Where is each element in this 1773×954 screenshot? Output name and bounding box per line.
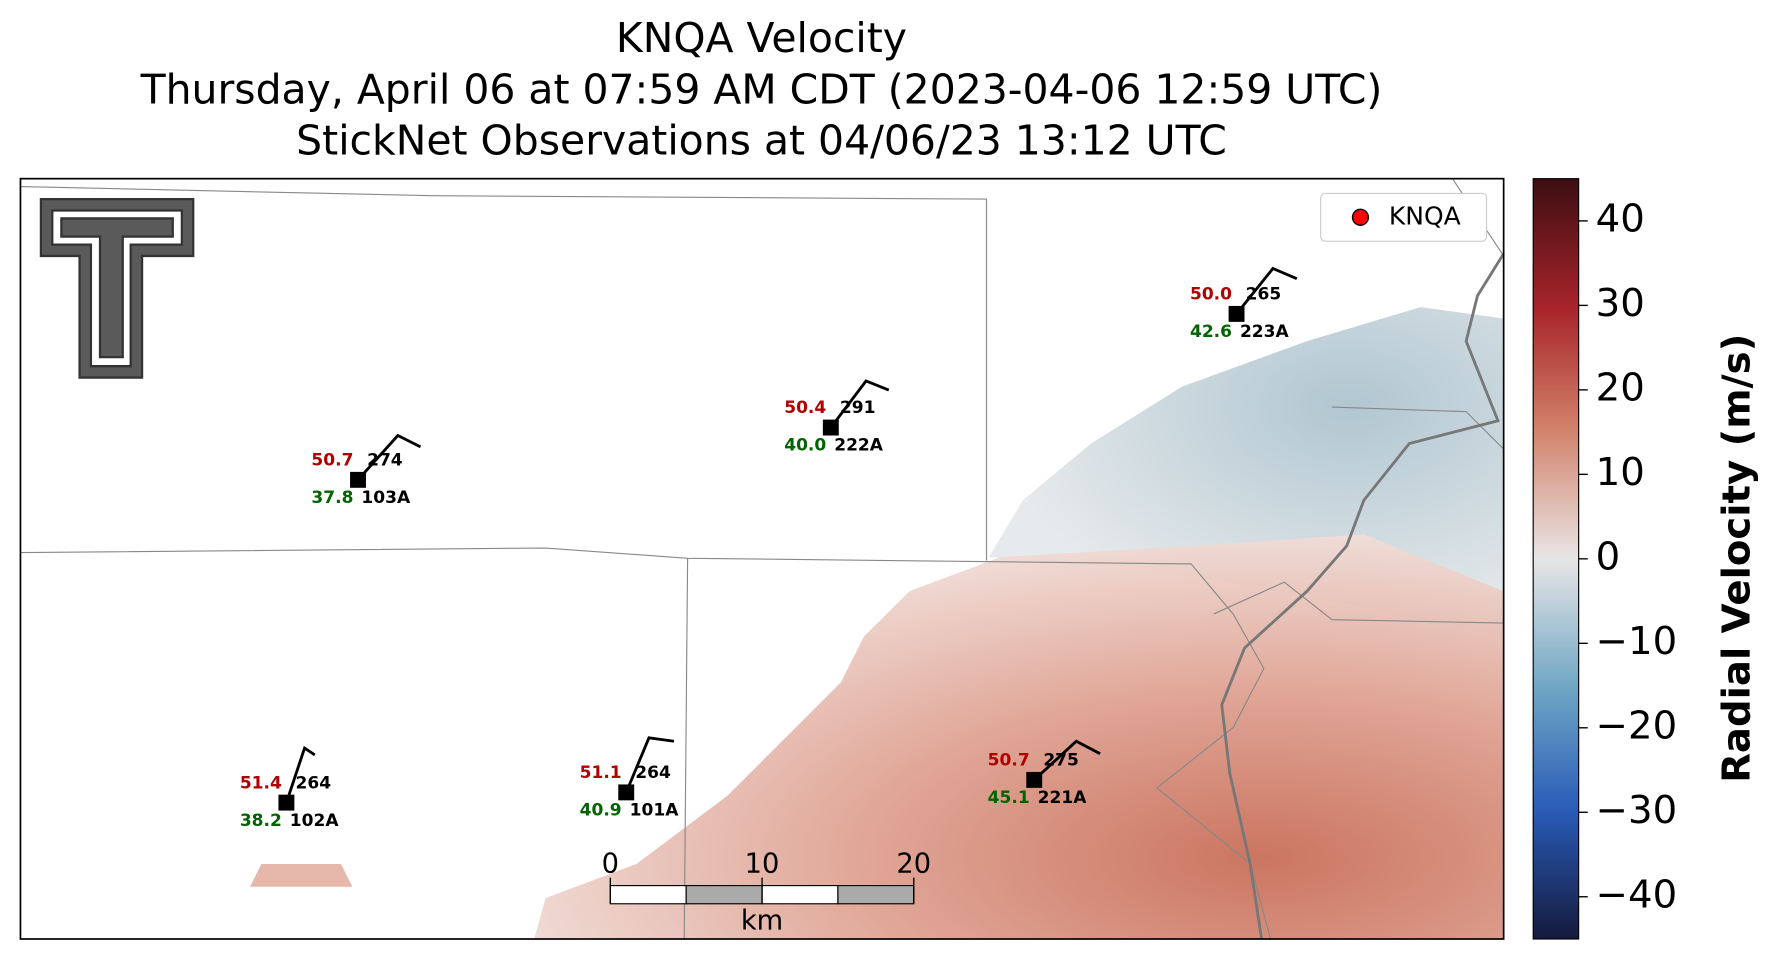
temperature: 50.4 — [784, 398, 826, 418]
scale-tick-label: 10 — [745, 849, 780, 880]
colorbar-tick-label: −30 — [1596, 788, 1678, 833]
colorbar-tick-label: −20 — [1596, 703, 1678, 748]
station-id: 102A — [290, 811, 340, 831]
station-marker — [278, 794, 295, 811]
scale-unit: km — [741, 905, 783, 936]
wind-direction: 265 — [1246, 285, 1282, 305]
colorbar-label: Radial Velocity (m/s) — [1714, 334, 1759, 783]
legend-marker — [1351, 208, 1370, 226]
station-marker — [1228, 305, 1245, 322]
wind-direction: 291 — [840, 398, 876, 418]
texas-tech-logo — [39, 197, 195, 379]
wind-barb — [285, 745, 316, 804]
dewpoint: 42.6 — [1190, 322, 1232, 342]
wind-direction: 264 — [635, 763, 671, 783]
scale-bar: 0 10 20 km — [602, 849, 931, 937]
temperature: 50.7 — [311, 451, 353, 471]
wind-barb — [1235, 266, 1298, 315]
temperature: 50.0 — [1190, 285, 1232, 305]
dewpoint: 45.1 — [988, 788, 1030, 808]
station-marker — [350, 471, 366, 488]
wind-barb — [1033, 739, 1101, 781]
scale-segment — [837, 885, 915, 905]
wind-barb — [829, 379, 890, 429]
wind-barb — [356, 433, 422, 481]
stations: 50.7 274 37.8 103A 50.4 291 40.0 222A 50.0 265 42.… — [240, 266, 1298, 831]
dewpoint: 40.9 — [580, 801, 622, 821]
scale-segment — [609, 885, 687, 905]
station-id: 101A — [630, 801, 680, 821]
dewpoint: 40.0 — [784, 436, 826, 456]
legend: KNQA — [1320, 192, 1488, 242]
colorbar-tick-label: −40 — [1596, 872, 1678, 917]
station-id: 222A — [834, 436, 884, 456]
temperature: 50.7 — [988, 751, 1030, 771]
wind-direction: 264 — [295, 773, 331, 793]
radar-field — [250, 307, 1504, 940]
colorbar-tick-label: 20 — [1596, 365, 1645, 410]
title-line: KNQA Velocity — [616, 14, 907, 62]
station-marker — [822, 419, 839, 436]
wind-direction: 274 — [367, 451, 403, 471]
colorbar-tick-label: 10 — [1596, 450, 1645, 495]
dewpoint: 38.2 — [240, 811, 282, 831]
scale-tick-label: 20 — [896, 849, 931, 880]
temperature: 51.4 — [240, 773, 282, 793]
colorbar-tick-label: 30 — [1596, 281, 1645, 326]
temperature: 51.1 — [580, 763, 622, 783]
station-id: 223A — [1240, 322, 1290, 342]
station-marker — [1026, 771, 1043, 788]
map-frame — [19, 177, 1505, 940]
legend-label: KNQA — [1389, 201, 1461, 230]
state-border — [1220, 252, 1505, 940]
station-id: 221A — [1038, 788, 1088, 808]
colorbar-tick-label: 40 — [1596, 196, 1645, 241]
colorbar: 40 30 20 10 0 −10 −20 −30 −40 Radial Velocity (m/… — [1532, 178, 1759, 940]
scale-segment — [761, 885, 839, 905]
title-line: Thursday, April 06 at 07:59 AM CDT (2023… — [140, 65, 1383, 113]
station-marker — [618, 784, 635, 801]
scale-segment — [685, 885, 763, 905]
colorbar-tick-label: −10 — [1596, 619, 1678, 664]
wind-barb — [624, 736, 675, 793]
wind-direction: 275 — [1043, 751, 1079, 771]
scale-tick-label: 0 — [602, 849, 619, 880]
dewpoint: 37.8 — [311, 488, 353, 508]
title-line: StickNet Observations at 04/06/23 13:12 … — [296, 116, 1227, 164]
colorbar-tick-label: 0 — [1596, 534, 1621, 579]
station-id: 103A — [361, 488, 411, 508]
